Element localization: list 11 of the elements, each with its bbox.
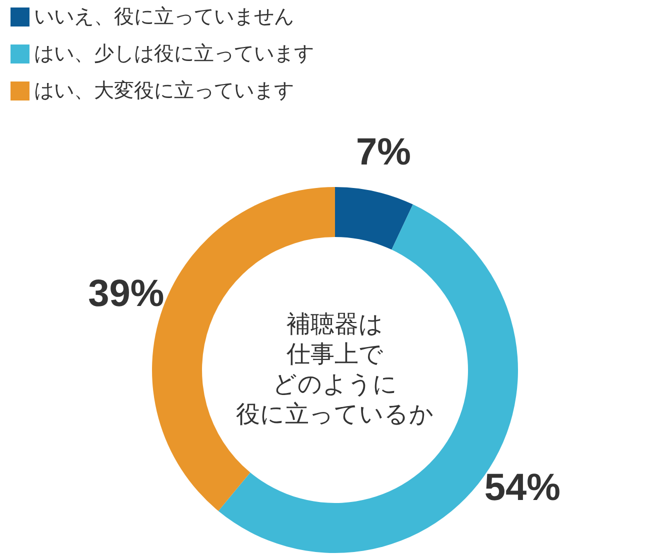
legend-label: はい、少しは役に立っています xyxy=(34,43,314,65)
text: どのように xyxy=(272,371,398,398)
donut-slice xyxy=(335,187,413,250)
data-label: 39% xyxy=(88,272,164,315)
legend-label: いいえ、役に立っていません xyxy=(34,6,294,28)
text: 役に立っているか xyxy=(236,401,434,428)
data-label: 7% xyxy=(356,131,411,174)
legend-label: はい、大変役に立っています xyxy=(34,79,294,102)
text: 仕事上で xyxy=(286,341,384,368)
text: 補聴器は xyxy=(286,311,384,338)
data-label: 54% xyxy=(484,466,560,509)
